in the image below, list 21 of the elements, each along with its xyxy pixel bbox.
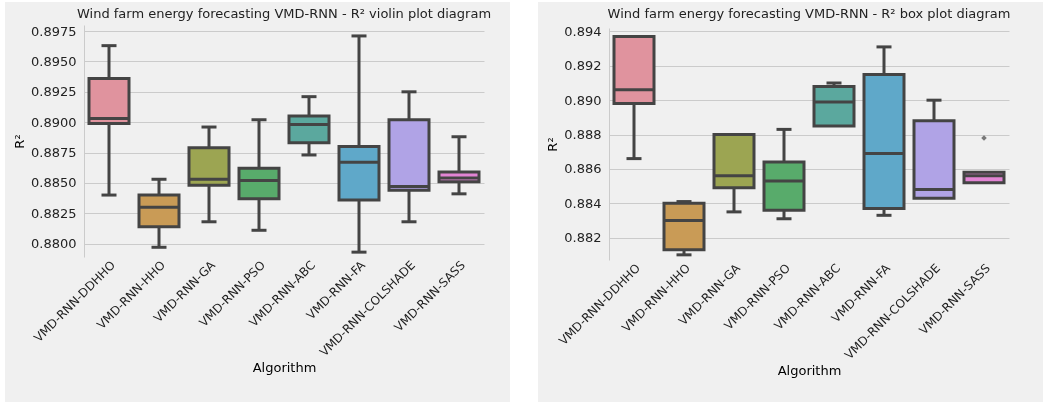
- y-axis-title: R²: [545, 137, 561, 152]
- y-tick-label: 0.8850: [31, 175, 77, 191]
- y-tick-label: 0.886: [564, 161, 602, 177]
- y-tick-label: 0.8975: [31, 23, 77, 39]
- chart-title: Wind farm energy forecasting VMD-RNN - R² violin plot diagram: [76, 6, 492, 21]
- y-tick-label: 0.892: [564, 58, 602, 74]
- y-tick-label: 0.8875: [31, 145, 77, 161]
- x-axis-title: Algorithm: [777, 363, 842, 379]
- y-tick-label: 0.8800: [31, 236, 77, 252]
- y-tick-label: 0.8900: [31, 114, 77, 130]
- y-tick-label: 0.890: [564, 92, 602, 108]
- y-tick-label: 0.8825: [31, 205, 77, 221]
- y-tick-label: 0.884: [564, 195, 602, 211]
- y-tick-label: 0.894: [564, 23, 602, 39]
- x-axis-title: Algorithm: [252, 360, 317, 376]
- y-axis-title: R²: [12, 134, 28, 149]
- y-tick-label: 0.8925: [31, 84, 77, 100]
- y-tick-label: 0.888: [564, 127, 602, 143]
- chart-title: Wind farm energy forecasting VMD-RNN - R² box plot diagram: [607, 6, 1011, 22]
- y-tick-label: 0.882: [564, 230, 602, 246]
- y-tick-label: 0.8950: [31, 53, 77, 69]
